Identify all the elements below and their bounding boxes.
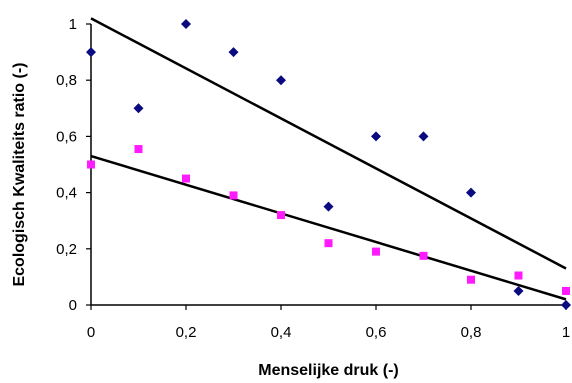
square-point bbox=[134, 145, 143, 154]
y-tick-label: 0,2 bbox=[56, 241, 77, 258]
square-point bbox=[372, 247, 380, 256]
x-tick-label: 0,2 bbox=[176, 324, 197, 341]
square-point bbox=[467, 275, 475, 284]
diamond-point bbox=[181, 19, 191, 29]
square-point bbox=[87, 160, 95, 169]
diamond-point bbox=[86, 47, 96, 58]
data-points bbox=[86, 19, 571, 310]
square-point bbox=[277, 211, 285, 220]
y-tick-label: 0,6 bbox=[56, 128, 77, 145]
diamond-point bbox=[228, 47, 239, 58]
plot-area bbox=[90, 24, 566, 306]
diamond-point bbox=[561, 300, 571, 310]
y-tick-label: 0 bbox=[69, 297, 77, 314]
diamond-point bbox=[513, 285, 524, 296]
square-point bbox=[182, 174, 190, 183]
x-tick-label: 0,4 bbox=[271, 324, 292, 341]
diamond-point bbox=[466, 187, 476, 198]
trendline-series-2 bbox=[90, 154, 567, 301]
x-tick-label: 0,8 bbox=[461, 324, 482, 341]
trendline-series-1 bbox=[90, 17, 567, 270]
trendlines bbox=[90, 17, 567, 301]
y-tick-label: 0,8 bbox=[56, 72, 77, 89]
diamond-point bbox=[418, 131, 429, 142]
diamond-point bbox=[371, 131, 381, 142]
x-tick-label: 1 bbox=[562, 324, 570, 341]
square-point bbox=[229, 191, 238, 200]
diamond-point bbox=[323, 201, 334, 212]
x-axis-ticks: 0 0,2 0,4 0,6 0,8 1 bbox=[87, 305, 570, 341]
x-axis-title: Menselijke druk (-) bbox=[258, 362, 398, 379]
square-point bbox=[324, 239, 333, 248]
diamond-point bbox=[133, 103, 144, 114]
square-point bbox=[514, 271, 523, 280]
y-tick-label: 0,4 bbox=[56, 185, 77, 202]
x-tick-label: 0 bbox=[87, 324, 95, 341]
square-point bbox=[419, 251, 428, 260]
square-point bbox=[562, 286, 570, 295]
diamond-point bbox=[276, 75, 286, 86]
x-tick-label: 0,6 bbox=[366, 324, 387, 341]
y-tick-label: 1 bbox=[69, 16, 77, 33]
y-axis-ticks: 0 0,2 0,4 0,6 0,8 1 bbox=[56, 16, 91, 314]
y-axis-title: Ecologisch Kwaliteits ratio (-) bbox=[11, 62, 28, 286]
